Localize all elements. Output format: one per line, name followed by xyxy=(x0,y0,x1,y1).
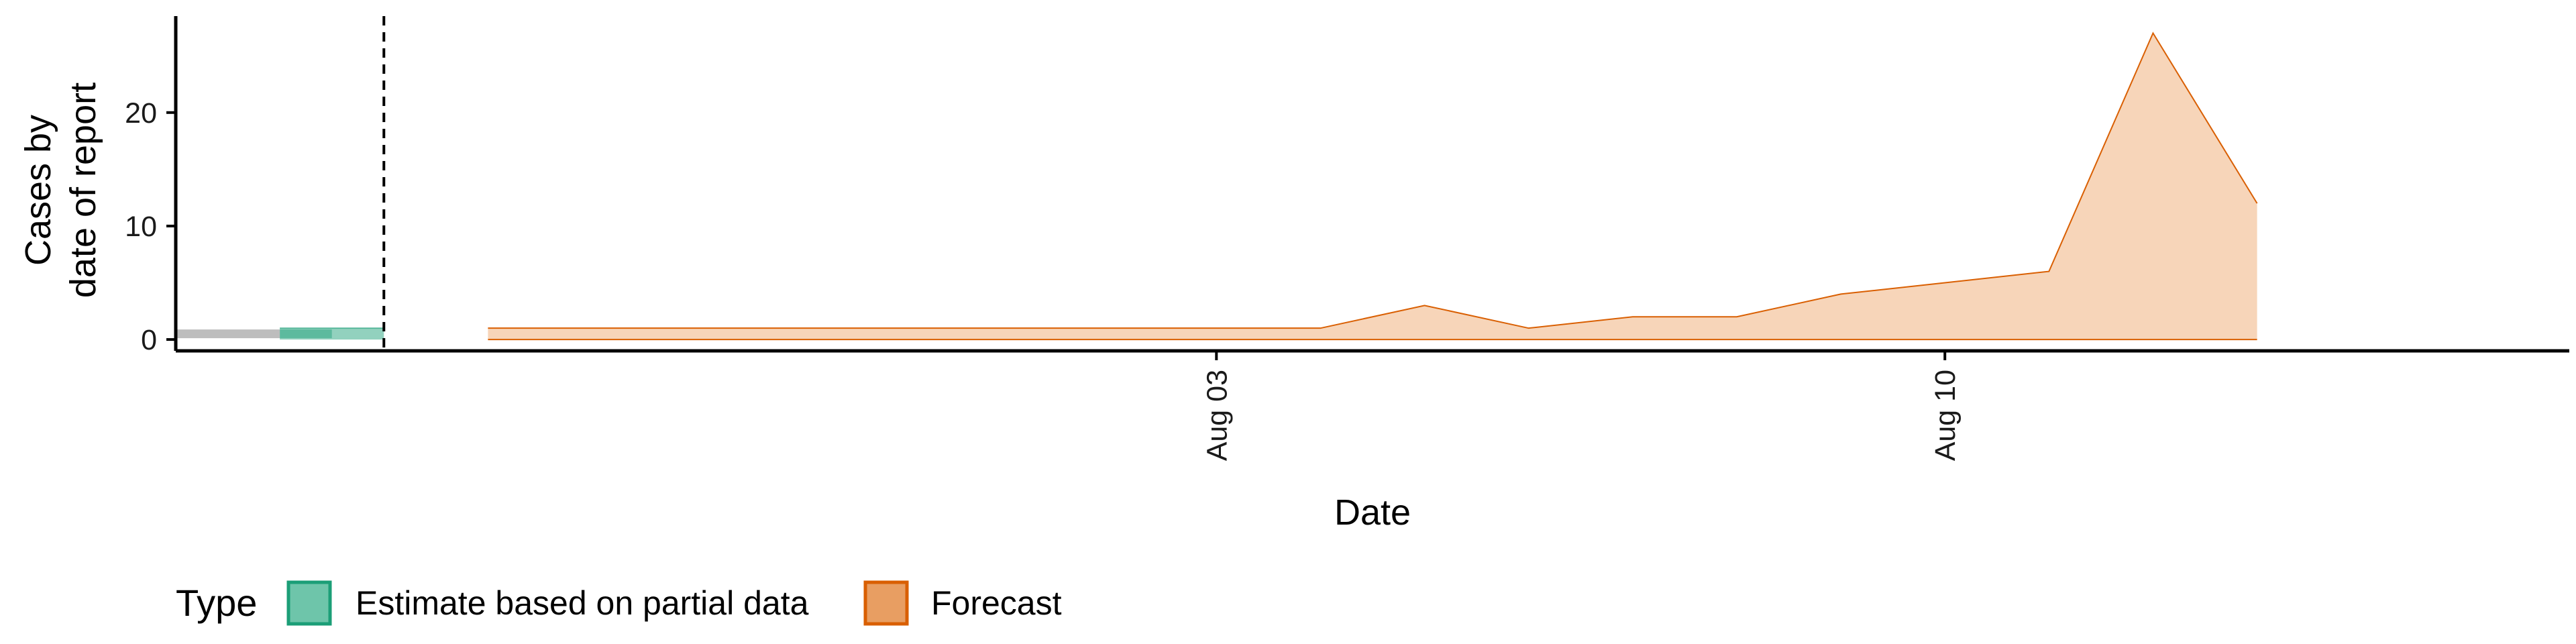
legend-label-forecast: Forecast xyxy=(931,584,1062,622)
axes xyxy=(174,16,2569,353)
forecast-ribbon xyxy=(488,33,2257,340)
y-tick-label: 20 xyxy=(125,97,157,129)
legend-label-estimate: Estimate based on partial data xyxy=(356,584,809,622)
y-tick-label: 10 xyxy=(125,211,157,243)
y-tick-label: 0 xyxy=(141,324,157,356)
legend-key-estimate xyxy=(286,580,332,626)
estimate-ribbon-outer xyxy=(280,328,384,340)
estimate-ribbon-inner xyxy=(280,328,384,340)
y-axis-title-line-1: Cases by xyxy=(18,115,58,266)
x-tick-label: Aug 10 xyxy=(1929,370,1962,461)
tick-marks: 0 10 20 Aug 03 Aug 10 xyxy=(125,97,1962,462)
x-tick-label: Aug 03 xyxy=(1201,370,1233,461)
forecast-upper-edge xyxy=(488,32,2258,329)
y-axis-title-line-2: date of report xyxy=(63,83,103,298)
x-axis-title: Date xyxy=(1334,492,1411,533)
plot-area xyxy=(176,16,2258,351)
legend-title: Type xyxy=(176,582,257,624)
legend-key-forecast xyxy=(863,580,909,626)
legend: Type Estimate based on partial data Fore… xyxy=(176,580,1062,626)
